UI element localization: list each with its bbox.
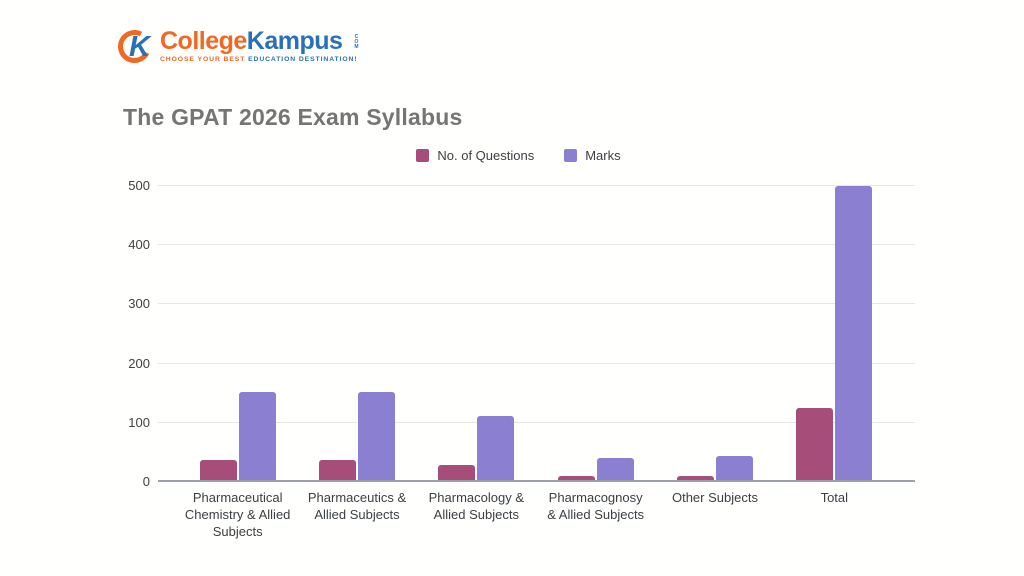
- bar-marks-1: [238, 392, 276, 482]
- y-tick-label-400: 400: [128, 237, 150, 253]
- x-label-2: Pharmaceutics & Allied Subjects: [307, 490, 407, 522]
- bar-marks-2: [357, 392, 395, 482]
- y-tick-label-100: 100: [128, 414, 150, 430]
- y-tick-label-300: 300: [128, 296, 150, 312]
- legend-swatch-icon: [564, 149, 578, 162]
- bar-marks-3: [477, 415, 515, 482]
- legend-item-no-of-questions: No. of Questions: [416, 148, 534, 163]
- x-label-4: Pharmacognosy & Allied Subjects: [547, 490, 645, 522]
- gridline-400: [158, 244, 915, 246]
- x-label-5: Other Subjects: [671, 490, 758, 505]
- bar-group-5: [655, 186, 774, 482]
- bar-group-4: [536, 186, 655, 482]
- gridline-500: [158, 185, 915, 186]
- bar-group-2: [297, 186, 416, 482]
- bar-marks-5: [715, 455, 753, 482]
- bars-band: [178, 186, 894, 482]
- chart-legend: No. of Questions Marks: [140, 148, 897, 163]
- bar-no-of-questions-6: [796, 408, 834, 482]
- collegekampus-logo-icon: K: [113, 25, 158, 68]
- legend-label: No. of Questions: [437, 148, 535, 163]
- bar-no-of-questions-4: [557, 476, 595, 482]
- page-title: The GPAT 2026 Exam Syllabus: [123, 104, 463, 130]
- y-tick-label-200: 200: [128, 355, 150, 371]
- bar-marks-6: [835, 186, 873, 482]
- plot-area: [158, 185, 915, 482]
- logo-tagline: CHOOSE YOUR BEST EDUCATION DESTINATION!: [160, 56, 358, 63]
- y-tick-label-0: 0: [142, 474, 150, 489]
- bar-marks-4: [596, 458, 634, 482]
- legend-label: Marks: [585, 148, 621, 163]
- bar-no-of-questions-1: [199, 459, 237, 482]
- brand-suffix-com: COM: [353, 34, 360, 49]
- bar-group-3: [417, 186, 536, 482]
- legend-swatch-icon: [416, 149, 430, 162]
- brand-name-kampus: Kampus: [246, 27, 343, 55]
- gridline-200: [158, 362, 915, 364]
- brand-name-college: College: [160, 27, 247, 55]
- gridline-100: [158, 421, 915, 423]
- legend-item-marks: Marks: [564, 148, 621, 163]
- logo-k-letter: K: [129, 31, 150, 63]
- x-label-1: Pharmaceutical Chemistry & Allied Subjects: [184, 490, 291, 539]
- bar-group-6: [775, 186, 894, 482]
- x-label-3: Pharmacology & Allied Subjects: [428, 490, 525, 522]
- gridline-300: [158, 303, 915, 305]
- x-axis-labels: Pharmaceutical Chemistry & Allied Subjects…: [178, 489, 894, 540]
- x-label-6: Total: [820, 490, 849, 505]
- bar-no-of-questions-2: [318, 459, 356, 482]
- collegekampus-logo: K College Kampus COM CHOOSE YOUR BEST ED…: [113, 25, 369, 68]
- bar-no-of-questions-3: [438, 465, 476, 482]
- logo-text: College Kampus COM CHOOSE YOUR BEST EDUC…: [160, 28, 369, 63]
- bar-group-1: [178, 186, 297, 482]
- x-axis-baseline: [158, 480, 915, 482]
- bar-no-of-questions-5: [676, 475, 714, 482]
- y-tick-label-500: 500: [128, 178, 150, 193]
